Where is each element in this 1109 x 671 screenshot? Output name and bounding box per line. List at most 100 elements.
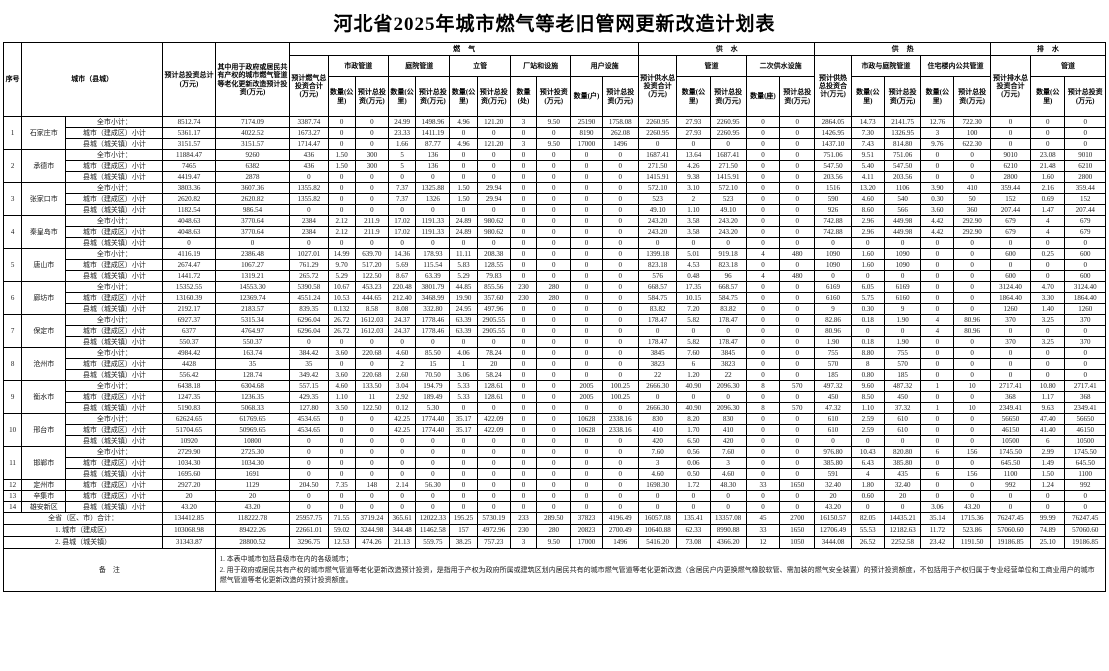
value-cell: 63.39 bbox=[415, 270, 451, 282]
value-cell: 0 bbox=[953, 479, 991, 491]
value-cell: 118222.78 bbox=[214, 512, 291, 525]
value-cell: 0 bbox=[387, 336, 417, 348]
value-cell: 0 bbox=[449, 171, 478, 183]
value-cell: 332.80 bbox=[415, 303, 451, 315]
value-cell: 0 bbox=[536, 380, 572, 392]
city-data-row: 13 辛集市 城市（建成区）小计 20 20 0 0 0 0 0 0 0 0 0 0 0 0 0 0 0 0 20 0.60… bbox=[2, 490, 1106, 502]
value-cell: 5.75 bbox=[850, 292, 885, 304]
value-cell: 0 bbox=[953, 347, 991, 359]
value-cell: 1516 bbox=[814, 182, 852, 194]
row-label-cell: 县城（城关镇）小计 bbox=[65, 171, 164, 183]
value-cell: 0 bbox=[745, 413, 781, 425]
value-cell: 0 bbox=[570, 226, 603, 238]
value-cell: 6927.37 bbox=[162, 314, 216, 326]
value-cell: 0 bbox=[387, 171, 417, 183]
value-cell: 13.20 bbox=[850, 182, 885, 194]
value-cell: 0 bbox=[745, 391, 781, 403]
value-cell: 5.29 bbox=[449, 270, 478, 282]
value-cell: 0 bbox=[476, 490, 511, 502]
value-cell: 0 bbox=[415, 204, 451, 216]
value-cell: 50 bbox=[953, 193, 991, 205]
city-data-row: 8 沧州市 全市小计： 4984.42 163.74 384.42 3.60 220.68 4.… bbox=[2, 347, 1106, 381]
value-cell: 9010 bbox=[1064, 149, 1106, 161]
value-cell: 4.60 bbox=[387, 347, 417, 359]
value-cell: 63.39 bbox=[449, 325, 478, 337]
value-cell: 0 bbox=[509, 435, 538, 447]
value-cell: 4.60 bbox=[709, 468, 747, 480]
value-cell: 645.50 bbox=[989, 457, 1032, 469]
value-cell: 265.72 bbox=[289, 270, 329, 282]
value-cell: 0 bbox=[509, 204, 538, 216]
value-cell: 0 bbox=[709, 237, 747, 249]
value-cell: 0 bbox=[989, 358, 1032, 370]
value-cell: 17000 bbox=[570, 536, 603, 549]
value-cell: 557.15 bbox=[289, 380, 329, 392]
value-cell: 0 bbox=[570, 204, 603, 216]
value-cell: 0 bbox=[327, 116, 356, 128]
value-cell: 570 bbox=[779, 380, 816, 392]
value-cell: 103068.98 bbox=[162, 524, 216, 537]
city-name-cell: 张家口市 bbox=[21, 182, 67, 216]
value-cell: 1034.30 bbox=[162, 457, 216, 469]
value-cell: 0 bbox=[814, 270, 852, 282]
value-cell: 349.42 bbox=[289, 369, 329, 381]
value-cell: 122.50 bbox=[354, 270, 389, 282]
value-cell: 0 bbox=[779, 226, 816, 238]
value-cell: 0 bbox=[509, 160, 538, 172]
value-cell: 1319.21 bbox=[214, 270, 291, 282]
row-label-cell: 全市小计： bbox=[65, 248, 164, 260]
value-cell: 4.26 bbox=[676, 160, 711, 172]
value-cell: 0 bbox=[570, 347, 603, 359]
value-cell: 0 bbox=[536, 347, 572, 359]
value-cell: 480 bbox=[779, 270, 816, 282]
city-name-cell: 唐山市 bbox=[21, 248, 67, 282]
value-cell: 0.60 bbox=[850, 490, 885, 502]
value-cell: 1236.35 bbox=[214, 391, 291, 403]
value-cell: 10640.88 bbox=[637, 524, 678, 537]
value-cell: 0 bbox=[779, 325, 816, 337]
value-cell: 1.66 bbox=[387, 138, 417, 150]
value-cell: 3719.24 bbox=[354, 512, 389, 525]
value-cell: 4419.47 bbox=[162, 171, 216, 183]
value-cell: 0 bbox=[745, 171, 781, 183]
value-cell: 590 bbox=[814, 193, 852, 205]
value-cell: 5.30 bbox=[415, 402, 451, 414]
value-cell: 572.10 bbox=[637, 182, 678, 194]
value-cell: 0 bbox=[536, 270, 572, 282]
value-cell: 820.80 bbox=[883, 446, 922, 458]
value-cell: 22 bbox=[709, 369, 747, 381]
value-cell: 3607.36 bbox=[214, 182, 291, 194]
value-cell: 0 bbox=[1064, 138, 1106, 150]
unit-header: 预计总投资(万元) bbox=[415, 76, 451, 117]
value-cell: 0 bbox=[779, 303, 816, 315]
value-cell: 35.14 bbox=[920, 512, 955, 525]
row-label-cell: 城市（建成区）小计 bbox=[65, 259, 164, 271]
value-cell: 19186.85 bbox=[989, 536, 1032, 549]
value-cell: 1.17 bbox=[1030, 391, 1066, 403]
value-cell: 10800 bbox=[214, 435, 291, 447]
value-cell: 2260.95 bbox=[709, 116, 747, 128]
row-label-cell: 县城（城关镇）小计 bbox=[65, 138, 164, 150]
value-cell: 20 bbox=[214, 490, 291, 502]
value-cell: 1687.41 bbox=[637, 149, 678, 161]
value-cell: 0.69 bbox=[1030, 193, 1066, 205]
totals-label-cell: 1. 城市（建成区） bbox=[2, 524, 164, 537]
value-cell: 0 bbox=[850, 270, 885, 282]
value-cell: 0 bbox=[509, 248, 538, 260]
unit-header: 数量(公里) bbox=[850, 76, 885, 117]
value-cell: 0 bbox=[387, 204, 417, 216]
value-cell: 12.76 bbox=[920, 116, 955, 128]
value-cell: 3 bbox=[509, 536, 538, 549]
value-cell: 82.86 bbox=[814, 314, 852, 326]
value-cell: 11 bbox=[354, 391, 389, 403]
value-cell: 0 bbox=[920, 160, 955, 172]
row-label-cell: 城市（建成区）小计 bbox=[65, 391, 164, 403]
value-cell: 0 bbox=[1064, 369, 1106, 381]
city-data-row: 县城（城关镇）小计 2192.17 2183.57 839.35 0.132 8.58 8.… bbox=[4, 303, 1106, 315]
city-data-row: 县城（城关镇）小计 1441.72 1319.21 265.72 5.29 122.50 8… bbox=[4, 270, 1106, 282]
value-cell: 220.68 bbox=[354, 369, 389, 381]
value-cell: 0 bbox=[327, 127, 356, 139]
row-label-cell: 全市小计： bbox=[65, 215, 164, 227]
value-cell: 0 bbox=[1030, 501, 1066, 513]
value-cell: 2.96 bbox=[850, 226, 885, 238]
